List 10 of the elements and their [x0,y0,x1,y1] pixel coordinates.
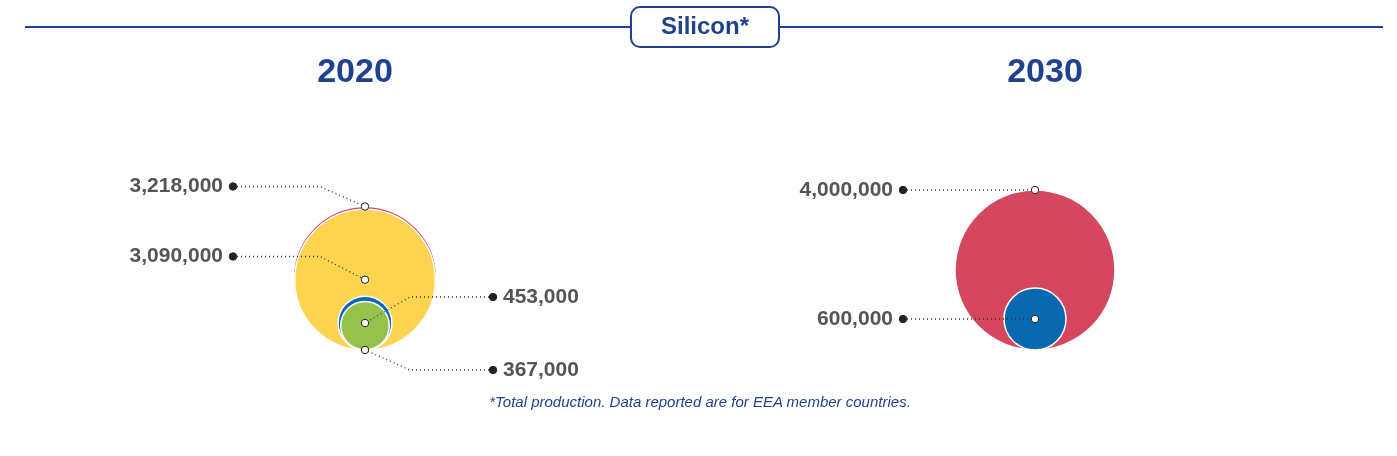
text: 2020 [317,51,393,89]
data-label: 453,000 [503,284,579,307]
text: 2030 [1007,51,1083,89]
data-label: 367,000 [503,357,579,380]
text: *Total production. Data reported are for EEA member countries. [489,393,911,410]
data-label: 4,000,000 [799,177,893,200]
data-label: 3,090,000 [129,243,223,267]
text: Silicon* [660,12,750,39]
data-label: 600,000 [817,306,893,330]
data-label: 3,218,000 [129,173,223,197]
